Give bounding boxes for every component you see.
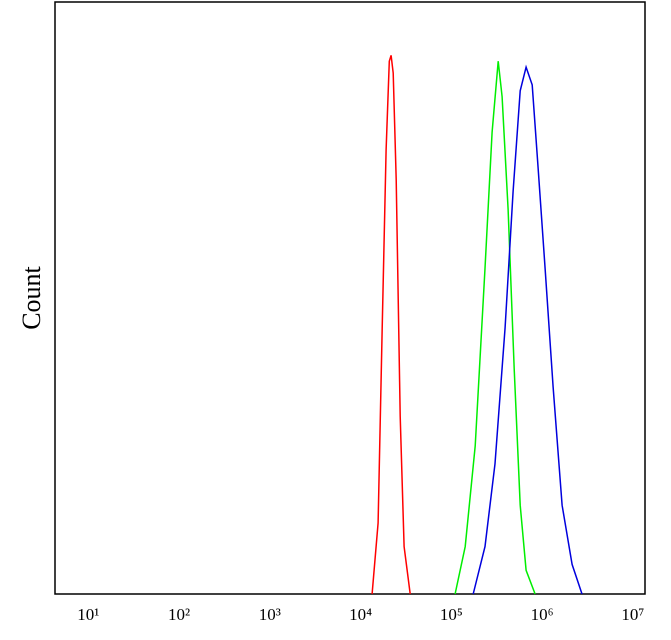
x-tick-label: 10⁴: [349, 605, 372, 624]
histogram-line: [472, 64, 583, 595]
histogram-line: [371, 55, 411, 595]
x-tick-label: 10²: [168, 605, 190, 624]
plot-frame: [54, 1, 646, 595]
x-tick-label: 10³: [259, 605, 281, 624]
x-tick-label: 10¹: [77, 605, 99, 624]
x-tick-label: 10⁷: [621, 605, 644, 624]
histogram-line: [454, 61, 536, 595]
y-axis-label: Count: [17, 265, 46, 329]
x-tick-label: 10⁵: [440, 605, 463, 624]
x-tick-label: 10⁶: [531, 605, 554, 624]
